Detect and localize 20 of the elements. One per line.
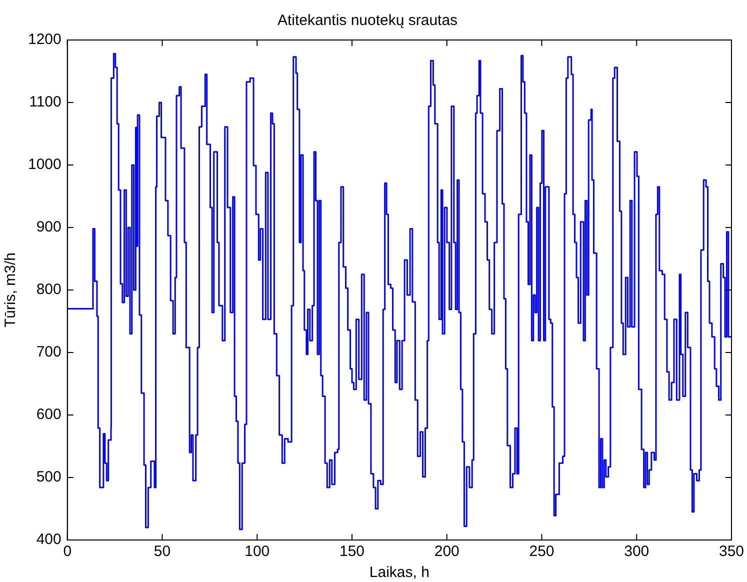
x-tick-label: 0: [63, 543, 72, 560]
x-tick-label: 200: [434, 543, 460, 560]
y-tick-label: 1000: [28, 156, 62, 174]
y-tick-label: 500: [36, 468, 62, 486]
x-tick-label: 250: [529, 543, 554, 560]
y-tick-label: 1100: [29, 94, 62, 111]
x-tick-label: 50: [154, 543, 171, 560]
y-axis-title: Tūris, m3/h: [2, 252, 20, 328]
x-tick-label: 150: [339, 543, 365, 560]
chart-title: Atitekantis nuotekų srautas: [277, 12, 458, 30]
y-tick-label: 800: [36, 281, 62, 298]
x-tick-label: 350: [718, 543, 744, 560]
y-tick-label: 1200: [28, 31, 62, 48]
y-tick-label: 700: [36, 344, 62, 361]
x-tick-label: 300: [624, 543, 650, 560]
y-tick-label: 900: [36, 218, 62, 236]
x-tick-label: 100: [244, 543, 270, 560]
y-tick-label: 400: [36, 531, 62, 548]
y-tick-label: 600: [36, 406, 62, 424]
x-axis-title: Laikas, h: [369, 564, 430, 582]
